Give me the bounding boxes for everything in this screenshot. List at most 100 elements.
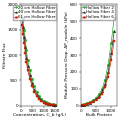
Line: Hollow Fiber 4: Hollow Fiber 4 [81, 30, 115, 106]
61 cm Hollow Fiber [41, 100, 42, 102]
40 cm Hollow Fiber [31, 83, 33, 84]
61 cm Hollow Fiber [22, 33, 24, 34]
61 cm Hollow Fiber [26, 61, 27, 63]
61 cm Hollow Fiber [34, 91, 35, 93]
20 cm Hollow Fiber [50, 103, 51, 105]
Y-axis label: Filtrate Flux: Filtrate Flux [3, 42, 7, 68]
40 cm Hollow Fiber [34, 89, 35, 90]
61 cm Hollow Fiber [54, 105, 56, 106]
20 cm Hollow Fiber [26, 49, 27, 51]
20 cm Hollow Fiber [52, 104, 53, 105]
Hollow Fiber 6 [101, 93, 103, 94]
20 cm Hollow Fiber [27, 59, 28, 61]
40 cm Hollow Fiber [29, 75, 31, 76]
Line: 40 cm Hollow Fiber: 40 cm Hollow Fiber [21, 16, 56, 106]
Hollow Fiber 2 [86, 102, 87, 104]
61 cm Hollow Fiber [21, 24, 23, 25]
40 cm Hollow Fiber [22, 26, 24, 28]
40 cm Hollow Fiber [43, 101, 44, 103]
Hollow Fiber 2 [92, 100, 94, 101]
Hollow Fiber 4 [107, 71, 109, 73]
61 cm Hollow Fiber [50, 104, 51, 105]
20 cm Hollow Fiber [34, 86, 35, 87]
40 cm Hollow Fiber [21, 16, 23, 18]
20 cm Hollow Fiber [54, 104, 56, 106]
40 cm Hollow Fiber [36, 94, 37, 95]
Hollow Fiber 4 [92, 100, 94, 102]
Legend: Hollow Fiber 2, Hollow Fiber 4, Hollow Fiber 6: Hollow Fiber 2, Hollow Fiber 4, Hollow F… [81, 5, 115, 20]
40 cm Hollow Fiber [52, 104, 53, 105]
Hollow Fiber 2 [89, 101, 91, 103]
Hollow Fiber 4 [95, 98, 97, 100]
Hollow Fiber 6 [104, 86, 106, 87]
20 cm Hollow Fiber [41, 98, 42, 100]
X-axis label: Bulk Protein: Bulk Protein [86, 113, 112, 117]
Hollow Fiber 6 [113, 40, 115, 41]
Hollow Fiber 2 [98, 93, 100, 95]
Line: Hollow Fiber 6: Hollow Fiber 6 [81, 39, 115, 106]
Hollow Fiber 4 [86, 103, 87, 104]
X-axis label: Concentration, C_b (g/L): Concentration, C_b (g/L) [12, 113, 66, 117]
20 cm Hollow Fiber [31, 79, 33, 80]
Hollow Fiber 2 [104, 79, 106, 80]
Hollow Fiber 6 [86, 103, 87, 105]
Hollow Fiber 6 [98, 97, 100, 98]
20 cm Hollow Fiber [47, 103, 49, 104]
20 cm Hollow Fiber [38, 96, 40, 97]
Line: Hollow Fiber 2: Hollow Fiber 2 [81, 17, 115, 106]
Hollow Fiber 6 [92, 101, 94, 103]
20 cm Hollow Fiber [22, 19, 24, 20]
Line: 20 cm Hollow Fiber: 20 cm Hollow Fiber [21, 8, 56, 106]
40 cm Hollow Fiber [45, 102, 47, 104]
61 cm Hollow Fiber [52, 104, 53, 106]
Hollow Fiber 2 [107, 64, 109, 66]
61 cm Hollow Fiber [45, 103, 47, 104]
40 cm Hollow Fiber [25, 47, 26, 48]
Hollow Fiber 6 [89, 102, 91, 104]
61 cm Hollow Fiber [29, 78, 31, 80]
Hollow Fiber 6 [107, 76, 109, 77]
20 cm Hollow Fiber [25, 39, 26, 41]
Legend: 20 cm Hollow Fiber, 40 cm Hollow Fiber, 61 cm Hollow Fiber: 20 cm Hollow Fiber, 40 cm Hollow Fiber, … [13, 5, 57, 20]
40 cm Hollow Fiber [38, 97, 40, 99]
Hollow Fiber 6 [110, 60, 112, 61]
Hollow Fiber 4 [104, 83, 106, 84]
61 cm Hollow Fiber [25, 52, 26, 54]
61 cm Hollow Fiber [43, 102, 44, 103]
40 cm Hollow Fiber [47, 103, 49, 105]
61 cm Hollow Fiber [47, 103, 49, 105]
Hollow Fiber 2 [81, 104, 83, 106]
40 cm Hollow Fiber [54, 104, 56, 106]
Hollow Fiber 4 [83, 104, 84, 105]
Hollow Fiber 6 [83, 104, 84, 105]
40 cm Hollow Fiber [26, 57, 27, 58]
Hollow Fiber 2 [95, 97, 97, 99]
20 cm Hollow Fiber [29, 69, 31, 71]
61 cm Hollow Fiber [27, 69, 28, 71]
61 cm Hollow Fiber [31, 85, 33, 87]
40 cm Hollow Fiber [27, 65, 28, 67]
Hollow Fiber 4 [110, 53, 112, 54]
Hollow Fiber 2 [83, 104, 84, 105]
Hollow Fiber 4 [113, 31, 115, 32]
Hollow Fiber 2 [110, 42, 112, 44]
Line: 61 cm Hollow Fiber: 61 cm Hollow Fiber [21, 23, 56, 106]
Hollow Fiber 4 [81, 104, 83, 106]
Hollow Fiber 6 [95, 99, 97, 101]
Hollow Fiber 4 [89, 102, 91, 103]
40 cm Hollow Fiber [50, 104, 51, 105]
61 cm Hollow Fiber [23, 43, 25, 44]
Hollow Fiber 2 [101, 88, 103, 90]
Y-axis label: Module Pressure Drop, ΔP_module (kPa): Module Pressure Drop, ΔP_module (kPa) [65, 12, 69, 98]
20 cm Hollow Fiber [23, 29, 25, 30]
20 cm Hollow Fiber [43, 100, 44, 102]
Hollow Fiber 6 [81, 105, 83, 106]
61 cm Hollow Fiber [38, 98, 40, 100]
20 cm Hollow Fiber [36, 91, 37, 93]
Hollow Fiber 2 [113, 17, 115, 18]
Hollow Fiber 4 [98, 95, 100, 97]
40 cm Hollow Fiber [41, 100, 42, 101]
40 cm Hollow Fiber [23, 36, 25, 38]
Hollow Fiber 4 [101, 91, 103, 92]
20 cm Hollow Fiber [45, 102, 47, 103]
